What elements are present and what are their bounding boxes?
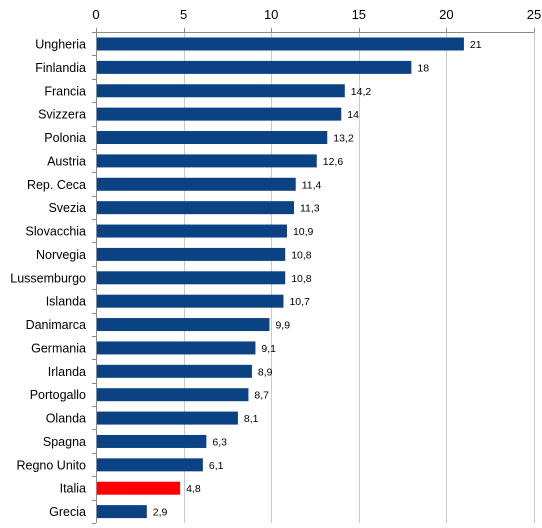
x-axis-tick-labels: 0 5 10 15 20 25 bbox=[92, 7, 541, 22]
category-label: Olanda bbox=[46, 412, 86, 426]
data-label: 8,7 bbox=[254, 390, 269, 402]
category-label: Portogallo bbox=[30, 388, 86, 402]
data-label: 8,1 bbox=[244, 413, 259, 425]
data-label: 10,7 bbox=[289, 296, 310, 308]
category-labels: Ungheria Finlandia Francia Svizzera Polonia A… bbox=[10, 38, 86, 520]
x-tick-label: 0 bbox=[92, 7, 99, 22]
data-label: 10,9 bbox=[293, 226, 314, 238]
data-label: 10,8 bbox=[291, 273, 312, 285]
bar-italia bbox=[96, 481, 181, 495]
bar-polonia bbox=[96, 131, 328, 145]
data-label: 18 bbox=[417, 62, 429, 74]
bar-rep-ceca bbox=[96, 177, 296, 191]
bar-danimarca bbox=[96, 318, 270, 332]
category-label: Slovacchia bbox=[26, 225, 86, 239]
data-label: 10,8 bbox=[291, 249, 312, 261]
category-label: Finlandia bbox=[35, 61, 86, 75]
x-tick-label: 20 bbox=[439, 7, 453, 22]
data-label: 12,6 bbox=[323, 156, 344, 168]
data-label: 4,8 bbox=[186, 483, 201, 495]
category-label: Lussemburgo bbox=[10, 271, 86, 285]
bar-islanda bbox=[96, 294, 284, 308]
x-tick-label: 15 bbox=[352, 7, 366, 22]
category-label: Svizzera bbox=[38, 108, 86, 122]
category-label: Grecia bbox=[49, 505, 86, 519]
category-label: Spagna bbox=[43, 435, 86, 449]
category-label: Austria bbox=[47, 154, 86, 168]
bar-germania bbox=[96, 341, 256, 355]
bar-portogallo bbox=[96, 388, 249, 402]
category-label: Italia bbox=[60, 482, 86, 496]
data-label: 14,2 bbox=[351, 86, 372, 98]
data-label: 9,9 bbox=[275, 320, 290, 332]
category-label: Norvegia bbox=[36, 248, 86, 262]
bar-svezia bbox=[96, 201, 294, 215]
bar-ungheria bbox=[96, 37, 464, 51]
category-label: Germania bbox=[31, 341, 86, 355]
bars bbox=[96, 37, 464, 519]
category-label: Danimarca bbox=[26, 318, 86, 332]
data-label: 11,3 bbox=[300, 203, 320, 215]
bar-olanda bbox=[96, 411, 238, 425]
category-label: Regno Unito bbox=[17, 458, 87, 472]
category-label: Rep. Ceca bbox=[27, 178, 86, 192]
data-label: 13,2 bbox=[333, 133, 354, 145]
bar-svizzera bbox=[96, 107, 342, 121]
data-label: 9,1 bbox=[261, 343, 276, 355]
bar-irlanda bbox=[96, 364, 252, 378]
category-label: Svezia bbox=[48, 201, 86, 215]
data-label: 11,4 bbox=[302, 179, 322, 191]
data-label: 6,3 bbox=[212, 436, 227, 448]
data-labels: 21 18 14,2 14 13,2 12,611,4 11,3 10,9 10,8 10,8 10… bbox=[153, 39, 482, 519]
x-tick-label: 25 bbox=[527, 7, 541, 22]
category-label: Ungheria bbox=[35, 38, 86, 52]
bar-lussemburgo bbox=[96, 271, 286, 285]
data-label: 21 bbox=[470, 39, 482, 51]
bar-finlandia bbox=[96, 60, 412, 74]
x-tick-label: 10 bbox=[264, 7, 278, 22]
bar-spagna bbox=[96, 434, 207, 448]
category-label: Francia bbox=[44, 84, 86, 98]
bar-norvegia bbox=[96, 247, 286, 261]
axes bbox=[92, 28, 535, 524]
bar-austria bbox=[96, 154, 317, 168]
x-tick-label: 5 bbox=[180, 7, 187, 22]
data-label: 14 bbox=[347, 109, 359, 121]
category-label: Polonia bbox=[44, 131, 86, 145]
bar-slovacchia bbox=[96, 224, 287, 238]
data-label: 8,9 bbox=[258, 366, 273, 378]
category-label: Irlanda bbox=[48, 365, 86, 379]
bar-grecia bbox=[96, 505, 147, 519]
bar-regno-unito bbox=[96, 458, 203, 472]
category-label: Islanda bbox=[46, 295, 86, 309]
data-label: 2,9 bbox=[153, 507, 168, 519]
bar-francia bbox=[96, 84, 345, 98]
data-label: 6,1 bbox=[209, 460, 224, 472]
